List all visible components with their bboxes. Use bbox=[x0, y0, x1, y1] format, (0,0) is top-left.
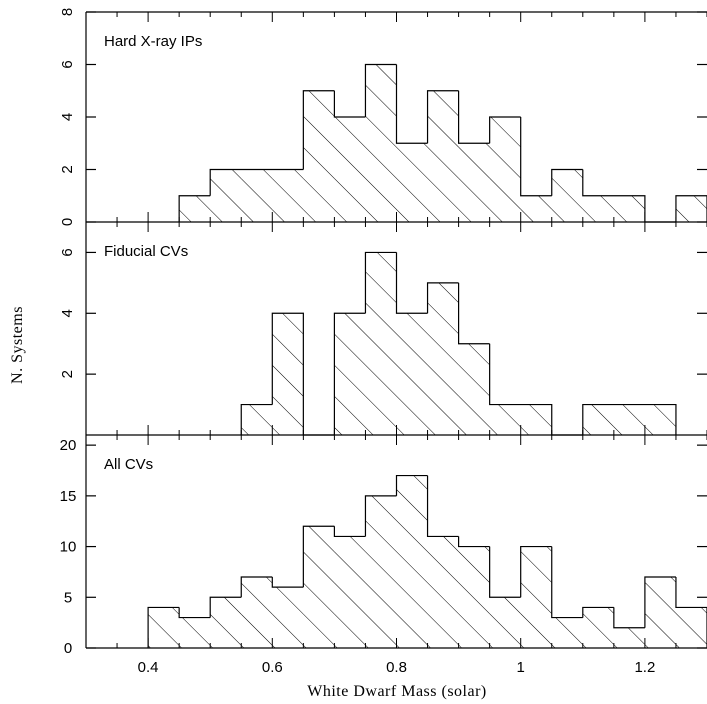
panel-label: All CVs bbox=[104, 456, 153, 473]
histogram-bar bbox=[334, 313, 366, 435]
panel-label: Fiducial CVs bbox=[104, 243, 188, 260]
histogram-bar bbox=[675, 195, 707, 222]
panel-label: Hard X-ray IPs bbox=[104, 33, 202, 50]
histogram-bar bbox=[365, 64, 397, 222]
histogram-bar bbox=[520, 546, 552, 648]
histogram-bar bbox=[241, 404, 273, 435]
histogram-bar bbox=[427, 282, 459, 435]
histogram-bar bbox=[272, 313, 304, 435]
x-tick-label: 0.4 bbox=[138, 659, 159, 676]
histogram-bar bbox=[675, 607, 707, 648]
histogram-bar bbox=[613, 195, 645, 222]
x-axis-title: White Dwarf Mass (solar) bbox=[307, 683, 487, 700]
y-tick-label: 8 bbox=[59, 8, 76, 16]
histogram-bar bbox=[582, 195, 614, 222]
histogram-bar bbox=[396, 475, 428, 648]
histogram-bar bbox=[334, 536, 366, 648]
histogram-bar bbox=[520, 195, 552, 222]
histogram-bar bbox=[303, 90, 335, 222]
histogram-bar bbox=[427, 90, 459, 222]
y-tick-label: 10 bbox=[60, 539, 77, 556]
y-tick-label: 4 bbox=[59, 309, 76, 317]
histogram-bar bbox=[179, 195, 211, 222]
y-tick-label: 0 bbox=[64, 640, 72, 657]
histogram-bar bbox=[148, 607, 180, 648]
histogram-bar bbox=[489, 404, 521, 435]
histogram-bar bbox=[241, 169, 273, 222]
y-tick-label: 6 bbox=[59, 60, 76, 68]
y-tick-label: 5 bbox=[64, 589, 72, 606]
y-tick-label: 0 bbox=[59, 218, 76, 226]
histogram-bar bbox=[272, 169, 304, 222]
histogram-bar bbox=[272, 587, 304, 648]
histogram-bar bbox=[458, 546, 490, 648]
histogram-bar bbox=[365, 252, 397, 435]
histogram-bar bbox=[520, 404, 552, 435]
x-tick-label: 1.2 bbox=[634, 659, 655, 676]
histogram-bar bbox=[210, 597, 242, 648]
x-tick-label: 0.6 bbox=[262, 659, 283, 676]
histogram-bar bbox=[613, 627, 645, 648]
y-tick-label: 6 bbox=[59, 248, 76, 256]
x-tick-label: 1 bbox=[517, 659, 525, 676]
y-tick-label: 20 bbox=[60, 437, 77, 454]
y-axis-title: N. Systems bbox=[9, 306, 26, 384]
histogram-bar bbox=[644, 404, 676, 435]
histogram-bar bbox=[303, 526, 335, 648]
histogram-bar bbox=[210, 169, 242, 222]
histogram-bar bbox=[179, 617, 211, 648]
histogram-bar bbox=[489, 117, 521, 222]
histogram-bar bbox=[396, 313, 428, 435]
histogram-bar bbox=[489, 597, 521, 648]
histogram-bar bbox=[334, 117, 366, 222]
y-tick-label: 2 bbox=[59, 370, 76, 378]
histogram-outline bbox=[147, 474, 707, 648]
y-tick-label: 15 bbox=[60, 488, 77, 505]
histogram-bar bbox=[241, 577, 273, 648]
histogram-bar bbox=[551, 617, 583, 648]
histogram-bar bbox=[458, 343, 490, 435]
histogram-bar bbox=[644, 577, 676, 648]
x-tick-label: 0.8 bbox=[386, 659, 407, 676]
histogram-bar bbox=[396, 143, 428, 222]
histogram-bar bbox=[458, 143, 490, 222]
histogram-bar bbox=[582, 607, 614, 648]
histogram-bar bbox=[582, 404, 614, 435]
histogram-bar bbox=[613, 404, 645, 435]
histogram-bar bbox=[427, 536, 459, 648]
histogram-bar bbox=[365, 495, 397, 648]
histogram-bar bbox=[551, 169, 583, 222]
y-tick-label: 4 bbox=[59, 113, 76, 121]
y-tick-label: 2 bbox=[59, 165, 76, 173]
